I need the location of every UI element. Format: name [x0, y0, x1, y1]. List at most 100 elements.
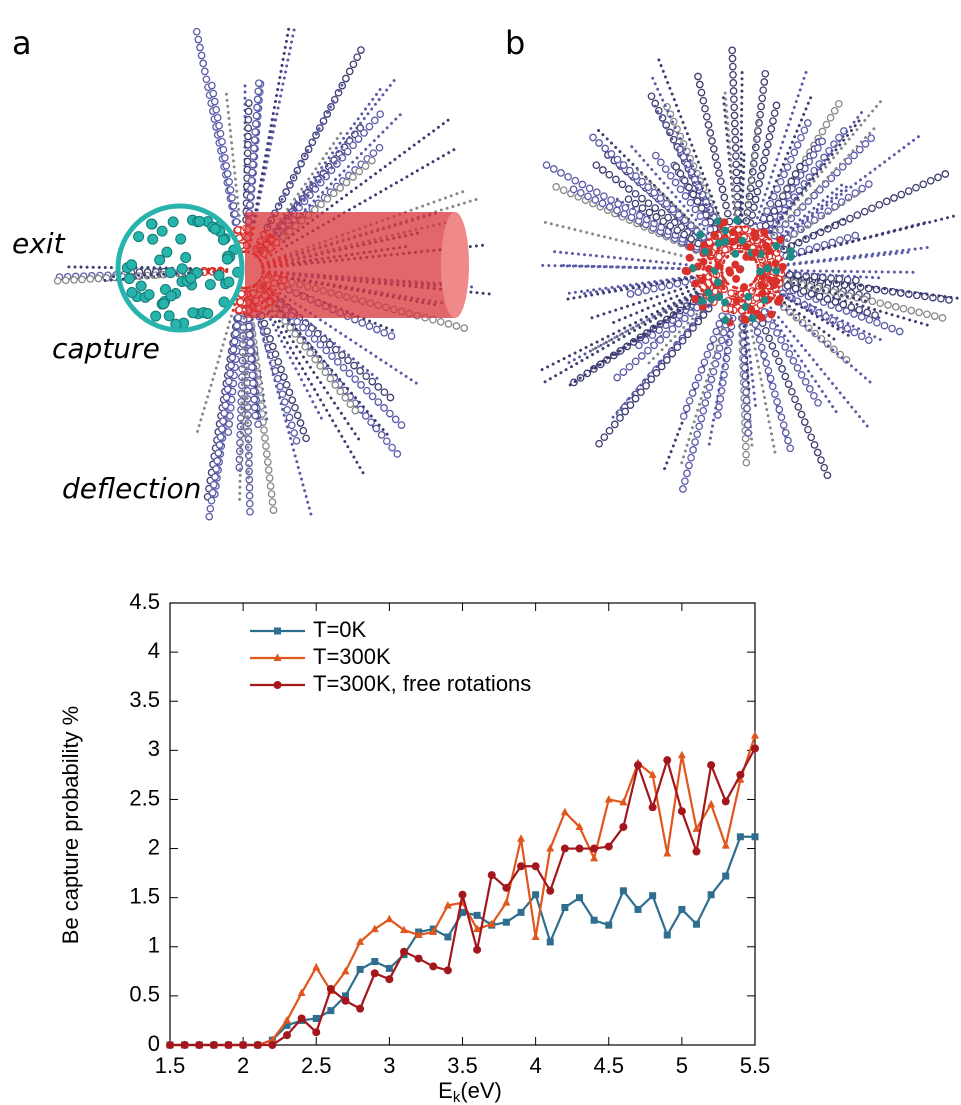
trajectory-dot — [368, 419, 374, 425]
trajectory-dot — [766, 309, 769, 312]
trajectory-dot — [369, 176, 372, 179]
trajectory-dot — [768, 238, 771, 241]
trajectory-dot — [656, 310, 659, 313]
trajectory-dot — [309, 181, 312, 184]
trajectory-dot — [760, 87, 766, 93]
trajectory-dot — [822, 289, 825, 292]
trajectory-dot — [916, 309, 922, 315]
trajectory-dot — [661, 261, 664, 264]
trajectory-dot — [825, 166, 828, 169]
trajectory-dot — [337, 150, 340, 153]
trajectory-dot — [841, 357, 844, 360]
trajectory-dot — [230, 315, 233, 318]
trajectory-dot — [482, 292, 485, 295]
trajectory-dot — [711, 283, 714, 286]
trajectory-dot — [208, 390, 211, 393]
trajectory-dot — [363, 373, 369, 379]
trajectory-dot — [831, 153, 834, 156]
trajectory-dot — [797, 223, 800, 226]
trajectory-dot — [883, 253, 886, 256]
trajectory-dot — [759, 344, 765, 350]
trajectory-dot — [593, 162, 599, 168]
trajectory-dot — [389, 162, 392, 165]
trajectory-dot — [584, 374, 587, 377]
trajectory-dot — [723, 202, 729, 208]
trajectory-dot — [726, 122, 729, 125]
trajectory-dot — [260, 178, 263, 181]
trajectory-dot — [290, 41, 293, 44]
trajectory-dot — [351, 362, 357, 368]
trajectory-dot — [694, 198, 700, 204]
trajectory-dot — [674, 313, 677, 316]
trajectory-dot — [633, 243, 636, 246]
trajectory-dot — [893, 153, 896, 156]
trajectory-dot — [702, 198, 705, 201]
trajectory-dot — [854, 182, 857, 185]
trajectory-dot — [913, 185, 919, 191]
cage-atom — [699, 276, 707, 284]
trajectory-dot — [670, 297, 673, 300]
trajectory-dot — [411, 172, 414, 175]
trajectory-dot — [302, 344, 308, 350]
trajectory-dot — [243, 317, 246, 320]
trajectory-dot — [723, 359, 726, 362]
trajectory-dot — [674, 227, 680, 233]
trajectory-dot — [855, 369, 858, 372]
trajectory-dot — [788, 296, 791, 299]
trajectory-dot — [278, 204, 281, 207]
trajectory-dot — [780, 258, 783, 261]
trajectory-dot — [413, 144, 416, 147]
trajectory-dot — [583, 253, 586, 256]
trajectory-dot — [632, 191, 638, 197]
trajectory-dot — [793, 272, 796, 275]
trajectory-dot — [272, 351, 278, 357]
trajectory-dot — [281, 198, 284, 201]
trajectory-dot — [805, 71, 808, 74]
trajectory-dot — [697, 276, 700, 279]
trajectory-dot — [853, 257, 856, 260]
trajectory-dot — [739, 207, 742, 210]
trajectory-dot — [618, 338, 621, 341]
trajectory-dot — [650, 182, 653, 185]
trajectory-dot — [606, 428, 612, 434]
trajectory-dot — [344, 417, 347, 420]
trajectory-dot — [818, 185, 821, 188]
trajectory-dot — [743, 331, 746, 334]
trajectory-dot — [575, 362, 578, 365]
trajectory-dot — [770, 383, 776, 389]
trajectory-dot — [144, 274, 147, 277]
trajectory-dot — [261, 333, 264, 336]
cage-atom — [151, 311, 161, 321]
trajectory-dot — [732, 305, 735, 308]
trajectory-dot — [757, 264, 760, 267]
trajectory-dot — [350, 427, 353, 430]
trajectory-dot — [668, 173, 674, 179]
trajectory-dot — [823, 274, 826, 277]
trajectory-dot — [208, 498, 214, 504]
trajectory-dot — [712, 201, 715, 204]
trajectory-dot — [653, 304, 656, 307]
trajectory-dot — [246, 493, 252, 499]
trajectory-dot — [614, 309, 617, 312]
trajectory-dot — [675, 196, 678, 199]
trajectory-dot — [357, 118, 360, 121]
trajectory-dot — [639, 326, 642, 329]
trajectory-dot — [661, 348, 664, 351]
trajectory-dot — [207, 506, 213, 512]
trajectory-dot — [386, 433, 389, 436]
trajectory-dot — [235, 227, 241, 233]
trajectory-dot — [254, 96, 260, 102]
cage-atom — [687, 243, 695, 251]
trajectory-dot — [331, 369, 334, 372]
trajectory-dot — [223, 394, 229, 400]
trajectory-dot — [589, 370, 592, 373]
trajectory-dot — [787, 445, 793, 451]
trajectory-dot — [326, 165, 329, 168]
trajectory-dot — [151, 276, 154, 279]
trajectory-dot — [756, 181, 762, 187]
trajectory-dot — [826, 322, 829, 325]
trajectory-dot — [324, 117, 327, 120]
trajectory-dot — [572, 178, 578, 184]
cage-atom — [740, 283, 748, 291]
trajectory-dot — [398, 155, 401, 158]
